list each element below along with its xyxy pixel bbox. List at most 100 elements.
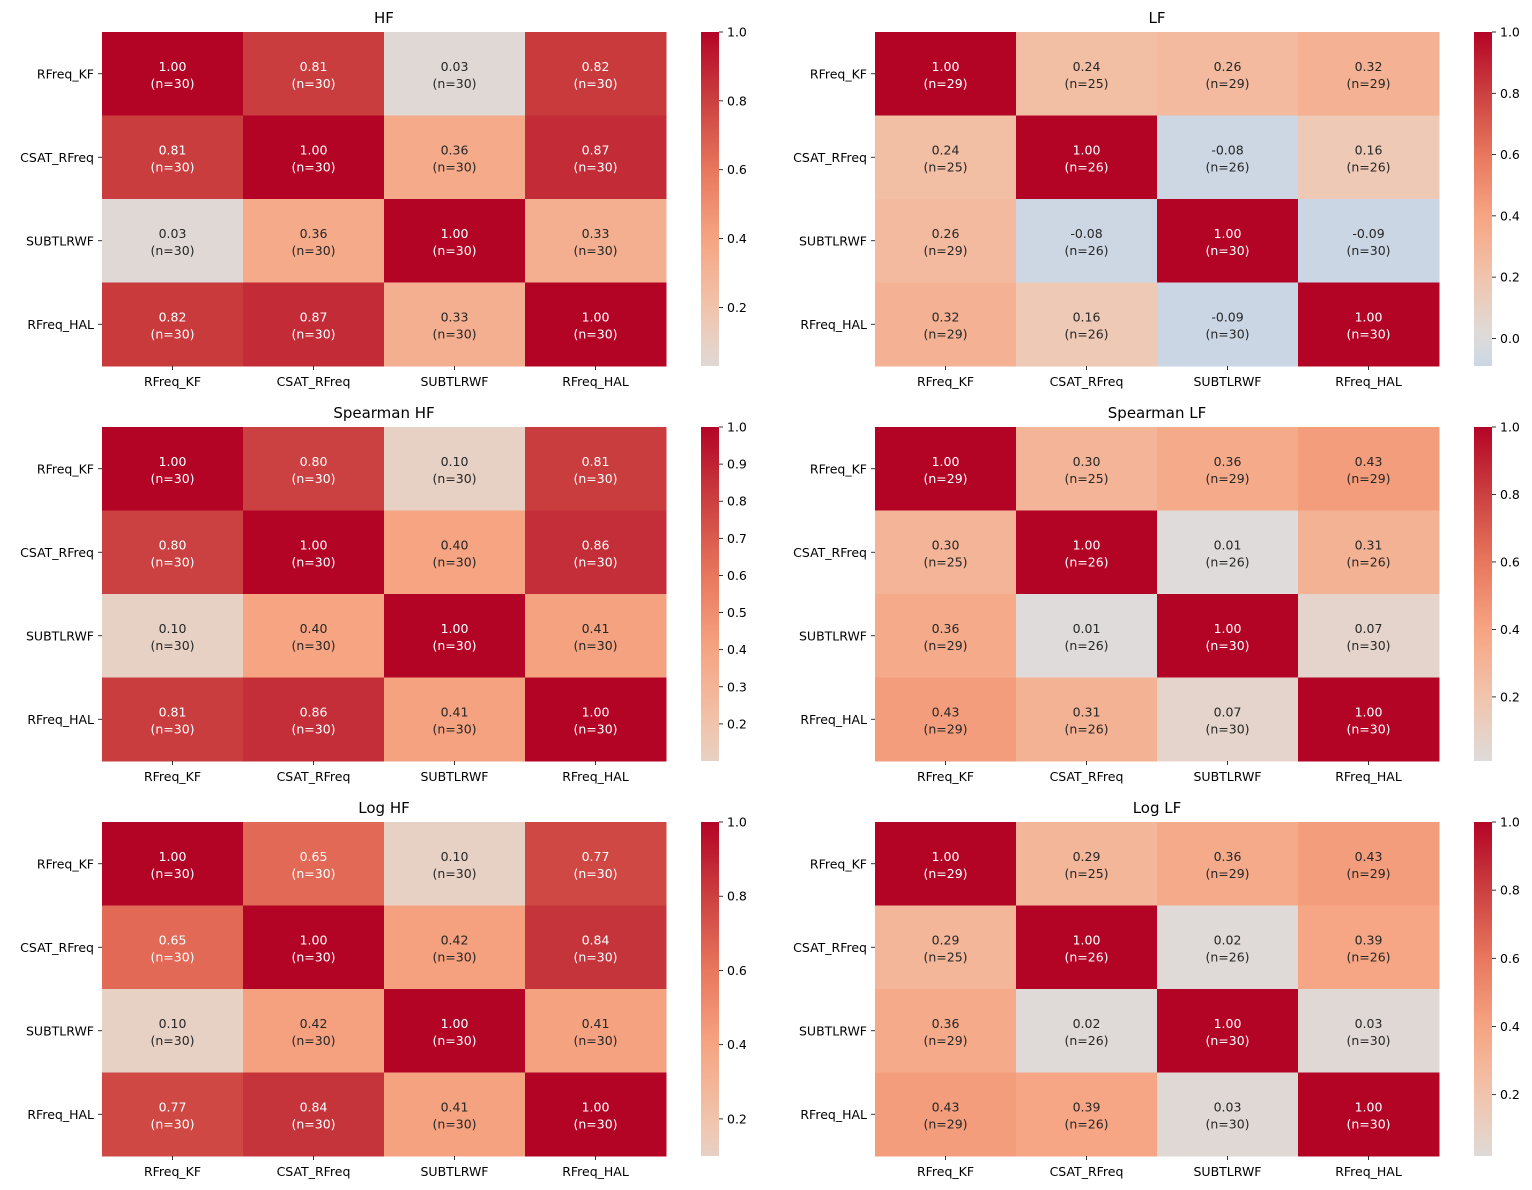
cell-value-label: 0.10 xyxy=(441,454,469,469)
y-tick-label: CSAT_RFreq xyxy=(793,150,867,165)
y-tick-label: RFreq_HAL xyxy=(27,712,94,727)
heatmap-cell xyxy=(102,282,244,367)
cell-value-label: 0.41 xyxy=(582,1016,610,1031)
cell-value-label: 1.00 xyxy=(159,849,187,864)
cell-value-label: 0.16 xyxy=(1355,142,1383,157)
cell-n-label: (n=30) xyxy=(150,326,194,341)
heatmap-cell xyxy=(243,1072,385,1157)
colorbar-tick-label: 0.9 xyxy=(727,457,747,472)
heatmap-panel-log-hf: Log HF 1.00 (n=30) 0.65 (n=30) 0.10 (n=30) 0.77… xyxy=(20,799,747,1179)
heatmap-cell xyxy=(1016,32,1158,116)
heatmap-cell xyxy=(243,822,385,906)
colorbar-tick-label: 0.6 xyxy=(1500,147,1520,162)
colorbar xyxy=(1474,822,1492,1156)
colorbar-tick-label: 0.8 xyxy=(727,494,747,509)
cell-n-label: (n=30) xyxy=(432,159,476,174)
cell-value-label: 0.36 xyxy=(932,1016,960,1031)
cell-value-label: 0.32 xyxy=(932,309,960,324)
cell-n-label: (n=30) xyxy=(432,554,476,569)
cell-value-label: 0.07 xyxy=(1214,704,1242,719)
cell-value-label: 1.00 xyxy=(582,1099,610,1114)
x-tick-label: RFreq_HAL xyxy=(1335,769,1402,784)
heatmap-cell xyxy=(102,822,244,906)
y-tick-label: RFreq_HAL xyxy=(27,1107,94,1122)
x-tick-label: SUBTLRWF xyxy=(1194,374,1262,389)
cell-n-label: (n=30) xyxy=(1205,638,1249,653)
cell-n-label: (n=29) xyxy=(923,326,967,341)
colorbar xyxy=(701,822,719,1156)
heatmap-cell xyxy=(875,282,1017,367)
heatmap-cell xyxy=(102,199,244,283)
heatmap-cell xyxy=(875,427,1017,511)
cell-n-label: (n=30) xyxy=(1205,1116,1249,1131)
cell-n-label: (n=26) xyxy=(1064,159,1108,174)
y-tick-label: RFreq_KF xyxy=(37,856,94,871)
heatmap-cell xyxy=(1157,1072,1299,1157)
x-tick-label: RFreq_HAL xyxy=(562,1164,629,1179)
heatmap-cell xyxy=(1016,1072,1158,1157)
cell-value-label: 0.87 xyxy=(300,309,328,324)
cell-value-label: 0.82 xyxy=(159,309,187,324)
cell-value-label: 0.33 xyxy=(582,226,610,241)
heatmap-cell xyxy=(525,115,667,200)
heatmap-cell xyxy=(1157,905,1299,990)
heatmap-cell xyxy=(525,677,667,762)
colorbar-tick-label: 0.2 xyxy=(1500,1087,1520,1102)
heatmap-cell xyxy=(384,199,526,283)
x-tick-label: RFreq_HAL xyxy=(1335,1164,1402,1179)
x-tick-label: RFreq_HAL xyxy=(1335,374,1402,389)
cell-n-label: (n=26) xyxy=(1205,159,1249,174)
cell-n-label: (n=30) xyxy=(150,471,194,486)
heatmap-cell xyxy=(243,510,385,595)
cell-value-label: 0.26 xyxy=(1214,59,1242,74)
heatmap-cell xyxy=(1157,989,1299,1073)
cell-value-label: 0.84 xyxy=(300,1099,328,1114)
cell-n-label: (n=30) xyxy=(573,243,617,258)
heatmap-cell xyxy=(384,427,526,511)
cell-value-label: 0.41 xyxy=(441,704,469,719)
heatmap-cell xyxy=(875,32,1017,116)
cell-n-label: (n=26) xyxy=(1064,326,1108,341)
heatmap-cell xyxy=(1157,510,1299,595)
cell-value-label: 0.03 xyxy=(441,59,469,74)
cell-n-label: (n=30) xyxy=(150,76,194,91)
colorbar-tick-label: 0.8 xyxy=(727,889,747,904)
cell-n-label: (n=29) xyxy=(923,866,967,881)
heatmap-cell xyxy=(1298,115,1440,200)
x-tick-label: CSAT_RFreq xyxy=(277,374,351,389)
colorbar-tick-label: 0.4 xyxy=(727,1037,747,1052)
x-tick-label: RFreq_HAL xyxy=(562,769,629,784)
cell-n-label: (n=30) xyxy=(291,326,335,341)
heatmap-cell xyxy=(1298,822,1440,906)
chart-title: LF xyxy=(1149,9,1166,27)
heatmap-cell xyxy=(1298,905,1440,990)
colorbar xyxy=(701,32,719,366)
colorbar xyxy=(1474,32,1492,366)
heatmap-cell xyxy=(384,282,526,367)
colorbar-tick-label: 0.2 xyxy=(727,300,747,315)
heatmap-cell xyxy=(1298,510,1440,595)
heatmap-cell xyxy=(243,282,385,367)
heatmap-cell xyxy=(525,427,667,511)
cell-n-label: (n=30) xyxy=(291,554,335,569)
x-tick-label: RFreq_KF xyxy=(917,374,974,389)
cell-n-label: (n=30) xyxy=(573,866,617,881)
x-tick-label: RFreq_HAL xyxy=(562,374,629,389)
colorbar-tick-label: 0.3 xyxy=(727,679,747,694)
heatmap-panel-spearman-lf: Spearman LF 1.00 (n=29) 0.30 (n=25) 0.36 (n=29… xyxy=(793,404,1520,784)
y-tick-label: RFreq_KF xyxy=(810,461,867,476)
cell-value-label: 1.00 xyxy=(1355,309,1383,324)
heatmap-cell xyxy=(525,1072,667,1157)
cell-value-label: 1.00 xyxy=(300,932,328,947)
heatmap-cell xyxy=(875,199,1017,283)
cell-value-label: 0.24 xyxy=(932,142,960,157)
y-tick-label: CSAT_RFreq xyxy=(20,150,94,165)
cell-value-label: 0.42 xyxy=(441,932,469,947)
cell-value-label: 0.01 xyxy=(1214,537,1242,552)
cell-value-label: 1.00 xyxy=(1073,932,1101,947)
cell-n-label: (n=30) xyxy=(1205,326,1249,341)
heatmap-cell xyxy=(875,1072,1017,1157)
heatmap-cell xyxy=(1157,282,1299,367)
cell-value-label: 1.00 xyxy=(1355,1099,1383,1114)
